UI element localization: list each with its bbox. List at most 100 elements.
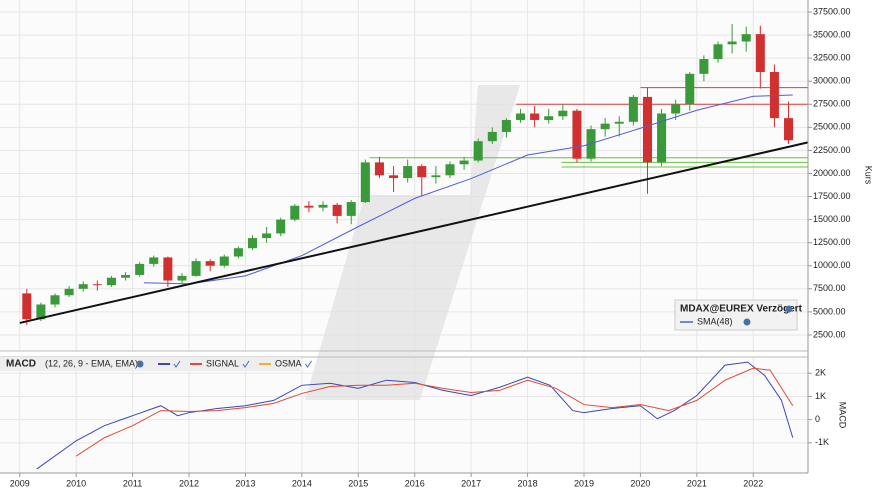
legend-label: OSMA bbox=[275, 358, 302, 368]
legend-title: MDAX@EUREX Verzögert bbox=[680, 304, 803, 315]
candle-body bbox=[769, 71, 779, 119]
candle-body bbox=[473, 141, 483, 161]
macd-line bbox=[75, 367, 794, 457]
x-tick-label: 2014 bbox=[292, 478, 312, 488]
x-tick-label: 2009 bbox=[10, 478, 30, 488]
candle-body bbox=[389, 175, 399, 179]
legend-label: SIGNAL bbox=[206, 358, 239, 368]
candle-body bbox=[360, 162, 370, 203]
x-tick-label: 2021 bbox=[687, 478, 707, 488]
y-tick-label: 2500.00 bbox=[813, 329, 846, 339]
candle-body bbox=[642, 96, 652, 163]
candle-body bbox=[445, 164, 455, 176]
candle-body bbox=[106, 277, 116, 286]
candle-body bbox=[614, 121, 624, 124]
y-tick-label: 30000.00 bbox=[813, 76, 851, 86]
candle-body bbox=[318, 204, 328, 208]
candle-body bbox=[219, 256, 229, 266]
candle-body bbox=[417, 166, 427, 178]
y-tick-label: 15000.00 bbox=[813, 214, 851, 224]
y-tick-label: 1K bbox=[815, 391, 826, 401]
candle-body bbox=[628, 96, 638, 122]
icon[interactable] bbox=[136, 360, 144, 368]
candle-body bbox=[121, 274, 131, 278]
x-tick-label: 2012 bbox=[179, 478, 199, 488]
candle-body bbox=[36, 304, 46, 320]
x-tick-label: 2013 bbox=[235, 478, 255, 488]
y-tick-label: 32500.00 bbox=[813, 53, 851, 63]
candle-body bbox=[741, 34, 751, 42]
candle-body bbox=[22, 293, 32, 320]
candle-body bbox=[191, 261, 201, 276]
y-tick-label: 7500.00 bbox=[813, 283, 846, 293]
candle-body bbox=[671, 104, 681, 114]
candle-body bbox=[304, 205, 314, 208]
x-tick-label: 2019 bbox=[574, 478, 594, 488]
candle-body bbox=[233, 248, 243, 257]
candle-body bbox=[600, 123, 610, 130]
candle-body bbox=[92, 284, 102, 286]
candle-body bbox=[163, 257, 173, 281]
macd-header bbox=[0, 357, 300, 371]
y-tick-label: 27500.00 bbox=[813, 99, 851, 109]
candle-body bbox=[149, 257, 159, 264]
y-tick-label: 2K bbox=[815, 368, 826, 378]
y-tick-label: 37500.00 bbox=[813, 6, 851, 16]
sma-line bbox=[143, 94, 793, 285]
y-tick-label: -1K bbox=[815, 437, 829, 447]
candle-body bbox=[657, 113, 667, 163]
y-tick-label: 25000.00 bbox=[813, 122, 851, 132]
candle-body bbox=[572, 110, 582, 159]
candle-body bbox=[262, 233, 272, 239]
macd-line bbox=[36, 361, 794, 470]
candle-body bbox=[205, 261, 215, 266]
x-tick-label: 2018 bbox=[518, 478, 538, 488]
candle-body bbox=[755, 34, 765, 72]
candle-body bbox=[459, 160, 469, 165]
candle-body bbox=[135, 263, 145, 275]
macd-subtitle: (12, 26, 9 - EMA, EMA) bbox=[45, 358, 138, 368]
candle-body bbox=[685, 73, 695, 105]
x-tick-label: 2020 bbox=[630, 478, 650, 488]
icon[interactable] bbox=[743, 318, 751, 326]
y-tick-label: 35000.00 bbox=[813, 29, 851, 39]
y-axis-title: Kurs bbox=[864, 166, 874, 185]
x-tick-label: 2010 bbox=[66, 478, 86, 488]
legend-check bbox=[242, 360, 250, 368]
candle-body bbox=[558, 110, 568, 117]
y-tick-label: 5000.00 bbox=[813, 306, 846, 316]
candle-body bbox=[544, 116, 554, 120]
x-tick-label: 2017 bbox=[461, 478, 481, 488]
candle-body bbox=[487, 131, 497, 142]
candle-body bbox=[516, 113, 526, 120]
candle-body bbox=[177, 275, 187, 281]
candle-body bbox=[276, 219, 286, 234]
candle-body bbox=[431, 175, 441, 178]
candle-body bbox=[247, 238, 258, 249]
candle-body bbox=[403, 166, 413, 179]
icon[interactable] bbox=[785, 305, 793, 313]
x-tick-label: 2011 bbox=[123, 478, 142, 488]
candle-body bbox=[374, 162, 384, 176]
candle-body bbox=[64, 288, 74, 296]
candle-body bbox=[501, 119, 511, 132]
candle-body bbox=[50, 295, 60, 305]
watermark bbox=[305, 85, 520, 400]
x-tick-label: 2015 bbox=[348, 478, 368, 488]
y-axis-title: MACD bbox=[838, 402, 848, 429]
y-tick-label: 0 bbox=[815, 414, 820, 424]
y-tick-label: 22500.00 bbox=[813, 145, 851, 155]
macd-title: MACD bbox=[6, 359, 36, 370]
legend-label: SMA(48) bbox=[697, 316, 733, 326]
candle-body bbox=[78, 284, 88, 289]
candle-body bbox=[290, 205, 300, 220]
candle-body bbox=[727, 41, 737, 45]
y-tick-label: 17500.00 bbox=[813, 191, 851, 201]
candle-body bbox=[530, 113, 540, 120]
candle-body bbox=[346, 202, 356, 216]
y-tick-label: 12500.00 bbox=[813, 237, 851, 247]
x-tick-label: 2022 bbox=[743, 478, 763, 488]
x-tick-label: 2016 bbox=[405, 478, 425, 488]
y-tick-label: 20000.00 bbox=[813, 168, 851, 178]
